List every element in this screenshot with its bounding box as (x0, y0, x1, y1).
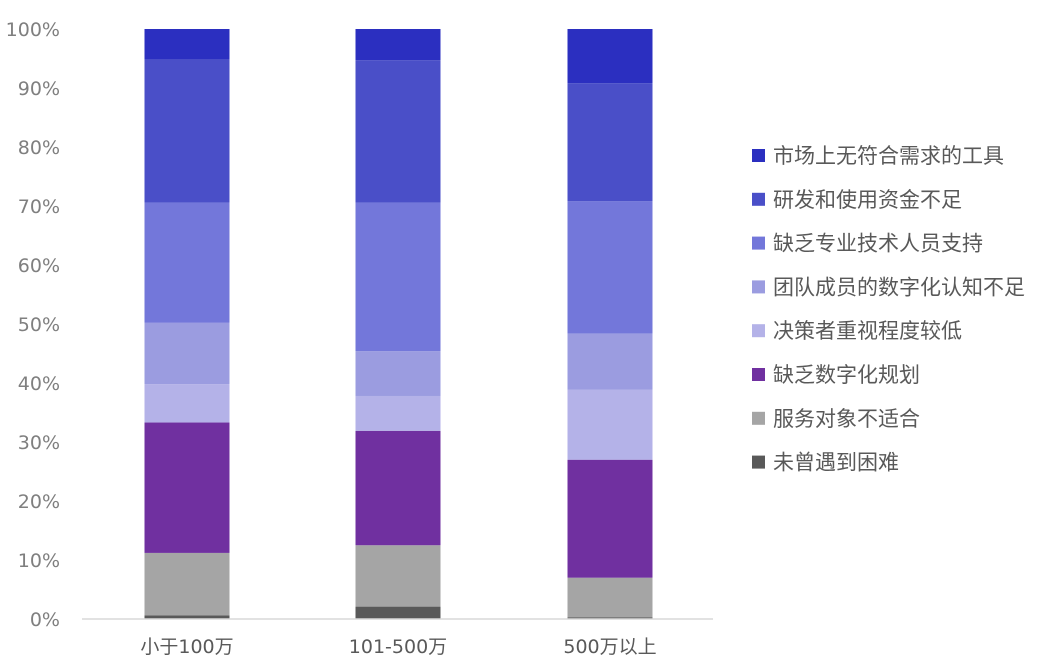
bar-segment (144, 422, 230, 553)
legend-swatch (752, 149, 765, 162)
y-tick-label: 20% (18, 491, 60, 513)
bar-segment (355, 606, 441, 619)
bar-segment (355, 351, 441, 396)
bar-segment (355, 60, 441, 203)
bar-segment (567, 201, 653, 334)
legend-label: 缺乏数字化规划 (773, 363, 920, 387)
bar-segment (355, 545, 441, 607)
y-tick-label: 70% (18, 196, 60, 218)
y-tick-label: 90% (18, 78, 60, 100)
legend: 市场上无符合需求的工具研发和使用资金不足缺乏专业技术人员支持团队成员的数字化认知… (752, 144, 1025, 475)
bar-segment (144, 322, 230, 385)
legend-swatch (752, 455, 765, 469)
x-axis: 小于100万 101-500万 500万以上 (140, 636, 656, 658)
y-tick-label: 10% (18, 550, 60, 572)
legend-swatch (752, 280, 765, 294)
bar-segment (567, 459, 653, 578)
bar-segment (567, 83, 653, 202)
bar-segment (144, 202, 230, 323)
legend-label: 缺乏专业技术人员支持 (773, 232, 983, 256)
bar-segment (355, 29, 441, 61)
bar-segment (144, 59, 230, 203)
y-tick-label: 40% (18, 373, 60, 395)
y-axis: 0% 10% 20% 30% 40% 50% 60% 70% 80% 90% 100% (6, 19, 60, 631)
legend-label: 团队成员的数字化认知不足 (773, 275, 1025, 299)
bar-segment (144, 384, 230, 423)
legend-swatch (752, 192, 765, 206)
y-tick-label: 60% (18, 255, 60, 277)
bar-segment (567, 617, 653, 619)
legend-swatch (752, 368, 765, 381)
bar-segment (144, 615, 230, 619)
bar-segment (355, 395, 441, 431)
y-tick-label: 0% (30, 609, 60, 631)
legend-swatch (752, 411, 765, 425)
y-tick-label: 80% (18, 137, 60, 159)
y-tick-label: 30% (18, 432, 60, 454)
bar-segment (567, 29, 653, 84)
x-tick-label: 500万以上 (563, 636, 656, 658)
bars (144, 29, 653, 619)
bar-segment (567, 577, 653, 618)
legend-label: 未曾遇到困难 (773, 451, 899, 475)
bar-segment (144, 552, 230, 616)
bar-segment (355, 202, 441, 352)
x-tick-label: 小于100万 (140, 636, 233, 658)
legend-label: 服务对象不适合 (773, 407, 920, 431)
legend-swatch (752, 324, 765, 338)
bar-segment (355, 430, 441, 546)
bar-segment (567, 389, 653, 460)
x-tick-label: 101-500万 (349, 636, 447, 658)
y-tick-label: 50% (18, 314, 60, 336)
bar-segment (144, 29, 230, 60)
y-tick-label: 100% (6, 19, 60, 41)
legend-swatch (752, 236, 765, 250)
legend-label: 决策者重视程度较低 (773, 319, 962, 343)
legend-label: 研发和使用资金不足 (773, 188, 962, 212)
bar-segment (567, 333, 653, 390)
legend-label: 市场上无符合需求的工具 (773, 144, 1004, 168)
